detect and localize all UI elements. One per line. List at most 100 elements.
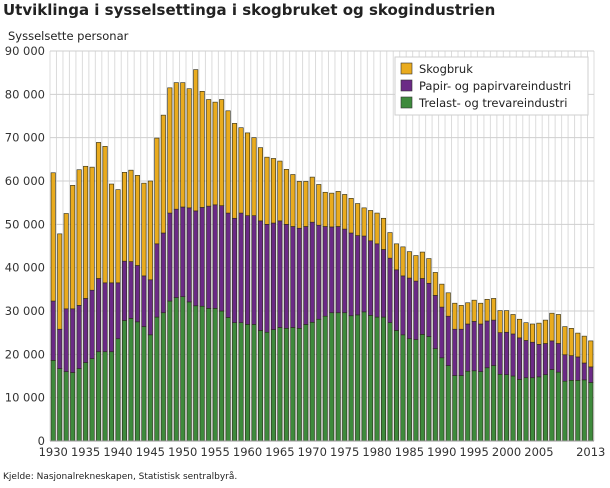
- bar-papir-1937: [96, 278, 102, 353]
- bar-papir-1971: [316, 224, 322, 320]
- bar-skogbruk-1996: [478, 302, 484, 325]
- bar-skogbruk-1991: [445, 292, 451, 317]
- bar-trelast-1993: [458, 375, 464, 442]
- bar-skogbruk-1945: [147, 180, 153, 281]
- bar-papir-1969: [303, 226, 309, 325]
- bar-trelast-1999: [497, 373, 503, 442]
- legend-label: Trelast- og trevareindustri: [418, 96, 567, 110]
- bar-papir-2011: [575, 356, 581, 381]
- bar-skogbruk-2010: [568, 328, 574, 356]
- x-tick-label: 1945: [136, 445, 165, 459]
- x-tick-label: 1995: [460, 445, 489, 459]
- bar-papir-1943: [134, 265, 140, 323]
- bar-papir-2009: [562, 354, 568, 382]
- bar-papir-1998: [491, 319, 497, 366]
- x-tick-label: 1975: [330, 445, 359, 459]
- bar-papir-1973: [329, 226, 335, 314]
- x-tick-label: 1960: [233, 445, 262, 459]
- bar-skogbruk-1931: [57, 233, 63, 330]
- bar-papir-1993: [458, 328, 464, 376]
- bar-trelast-1954: [206, 308, 212, 442]
- bar-papir-1997: [484, 320, 490, 369]
- bar-papir-1950: [180, 206, 186, 297]
- bar-trelast-1969: [303, 324, 309, 442]
- bar-papir-2007: [549, 340, 555, 370]
- bar-trelast-2011: [575, 380, 581, 442]
- bar-skogbruk-1985: [406, 251, 412, 279]
- bar-trelast-1997: [484, 367, 490, 442]
- bar-skogbruk-1959: [238, 127, 244, 214]
- bar-trelast-1964: [270, 329, 276, 442]
- legend-label: Skogbruk: [419, 62, 473, 76]
- bar-skogbruk-1998: [491, 298, 497, 321]
- x-tick-label: 1990: [427, 445, 456, 459]
- bar-papir-1975: [342, 228, 348, 314]
- bar-trelast-1994: [465, 370, 471, 442]
- bar-papir-1955: [212, 204, 218, 309]
- bar-skogbruk-1992: [452, 302, 458, 330]
- bar-trelast-1967: [290, 327, 296, 442]
- bar-trelast-1970: [309, 321, 315, 442]
- bar-papir-1972: [322, 226, 328, 317]
- bar-skogbruk-1980: [374, 212, 380, 245]
- bar-papir-1936: [89, 289, 95, 359]
- bar-trelast-1990: [439, 357, 445, 442]
- bar-papir-2000: [504, 331, 510, 376]
- bar-papir-1984: [400, 275, 406, 336]
- bar-skogbruk-1940: [115, 189, 121, 284]
- bar-skogbruk-1970: [309, 176, 315, 223]
- bar-skogbruk-1935: [83, 165, 89, 299]
- bar-trelast-1968: [296, 328, 302, 442]
- bar-papir-1958: [232, 217, 238, 323]
- bar-skogbruk-2009: [562, 326, 568, 356]
- bar-trelast-1984: [400, 334, 406, 442]
- bar-papir-2005: [536, 344, 542, 378]
- bar-trelast-1943: [134, 321, 140, 442]
- bar-papir-1962: [257, 220, 263, 331]
- bar-skogbruk-1961: [251, 137, 257, 216]
- bar-papir-1964: [270, 222, 276, 330]
- bar-skogbruk-1968: [296, 181, 302, 229]
- x-tick-label: 1955: [201, 445, 230, 459]
- bar-skogbruk-2002: [517, 318, 523, 339]
- bar-trelast-1935: [83, 362, 89, 442]
- bar-trelast-2005: [536, 376, 542, 442]
- bar-skogbruk-1949: [173, 82, 179, 210]
- bar-papir-1992: [452, 328, 458, 376]
- bar-trelast-2008: [555, 371, 561, 442]
- x-tick-label: 1980: [362, 445, 391, 459]
- bar-trelast-1966: [283, 328, 289, 442]
- y-tick-label: 60 000: [5, 174, 45, 188]
- bar-skogbruk-1965: [277, 160, 283, 222]
- bar-skogbruk-2013: [588, 340, 594, 368]
- bar-skogbruk-1963: [264, 156, 270, 225]
- bar-skogbruk-1983: [393, 243, 399, 271]
- bar-trelast-1989: [432, 348, 438, 442]
- bar-papir-1999: [497, 332, 503, 375]
- bar-skogbruk-1938: [102, 146, 108, 284]
- y-tick-label: 70 000: [5, 131, 45, 145]
- bar-trelast-1946: [154, 316, 160, 442]
- bar-trelast-1978: [361, 311, 367, 442]
- x-tick-label: 1965: [265, 445, 294, 459]
- bar-papir-1940: [115, 282, 121, 340]
- bar-papir-1960: [245, 215, 251, 325]
- bar-skogbruk-2005: [536, 322, 542, 345]
- bar-papir-1948: [167, 212, 173, 302]
- bar-trelast-1949: [173, 297, 179, 442]
- bar-skogbruk-1947: [160, 114, 166, 234]
- bar-trelast-2000: [504, 374, 510, 442]
- bar-papir-1979: [368, 240, 374, 316]
- bar-papir-1932: [63, 308, 69, 372]
- bar-skogbruk-1962: [257, 147, 263, 222]
- y-tick-label: 20 000: [5, 347, 45, 361]
- bar-skogbruk-1994: [465, 302, 471, 325]
- bar-trelast-1982: [387, 322, 393, 442]
- bar-papir-1934: [76, 305, 82, 369]
- bar-trelast-1996: [478, 371, 484, 442]
- bar-papir-2003: [523, 340, 529, 379]
- bar-skogbruk-1964: [270, 158, 276, 224]
- bar-trelast-1974: [335, 312, 341, 442]
- bar-trelast-1940: [115, 338, 121, 442]
